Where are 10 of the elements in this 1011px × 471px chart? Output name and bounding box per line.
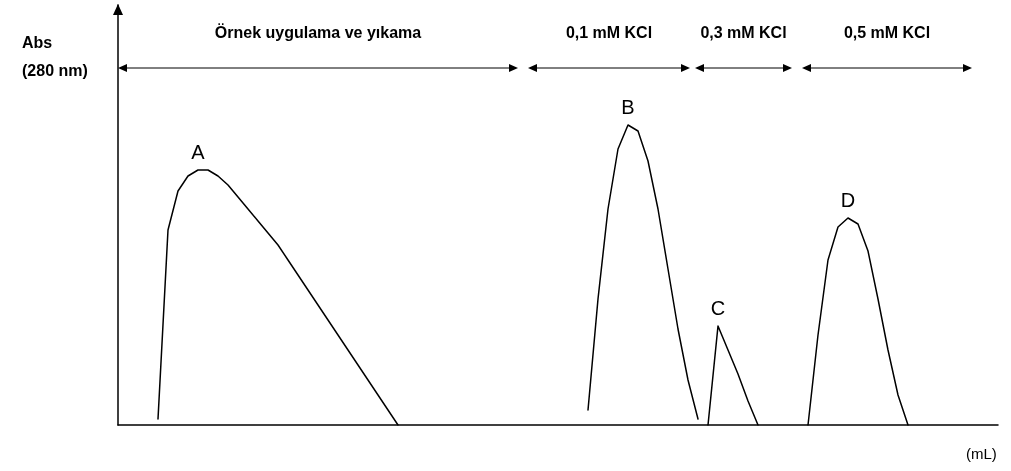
series-label: D <box>840 189 856 211</box>
text: 0,5 mM KCl <box>843 23 931 41</box>
text: 0,1 mM KCl <box>565 23 653 41</box>
series-label: C <box>710 297 726 319</box>
text: Örnek uygulama ve yıkama <box>214 22 422 41</box>
series-label: A <box>191 141 206 163</box>
x-axis-title: (mL) <box>966 445 997 462</box>
y-axis-title: Abs (280 nm) <box>22 33 88 79</box>
text: 0,3 mM KCl <box>700 23 787 41</box>
series-label: B <box>621 96 635 118</box>
